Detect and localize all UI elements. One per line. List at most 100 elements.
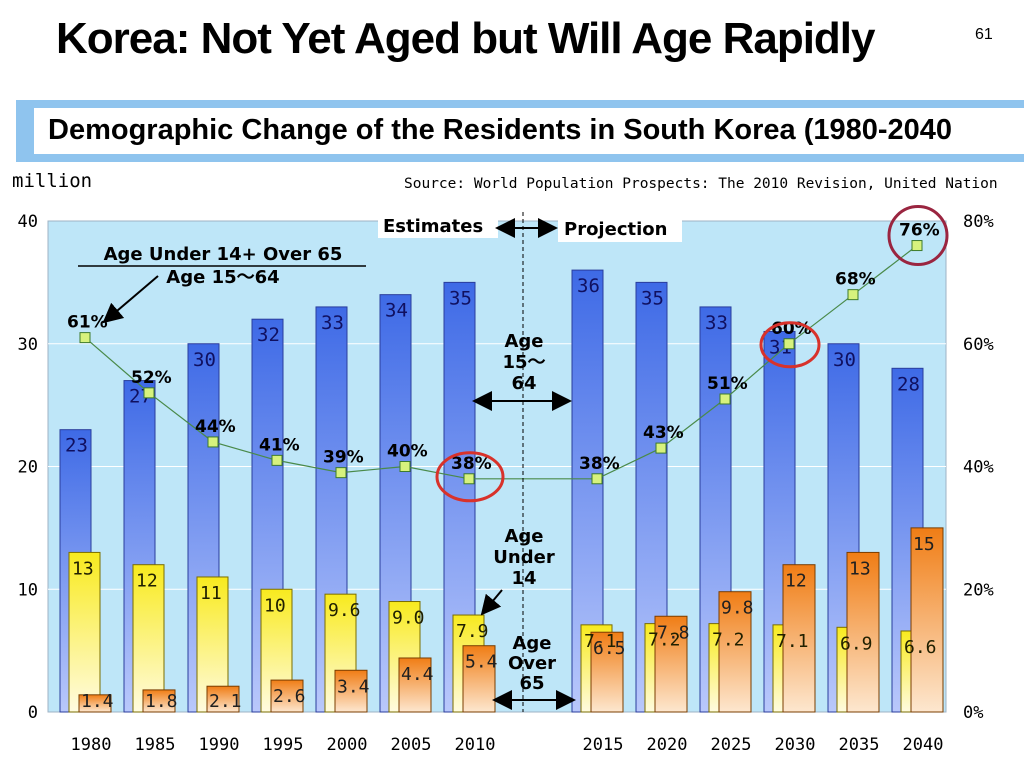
y2-tick-label: 0% bbox=[963, 703, 983, 723]
label-age-under-14: 6.9 bbox=[840, 633, 873, 654]
label-age-over-65: 1.4 bbox=[81, 691, 114, 712]
ratio-label: 61% bbox=[67, 313, 108, 333]
label-age-under-14: 7.2 bbox=[712, 630, 745, 651]
bar-age-under-14 bbox=[132, 564, 165, 713]
ratio-label: 40% bbox=[387, 442, 428, 462]
label-age-15-64: 35 bbox=[641, 287, 664, 309]
page-number: 61 bbox=[975, 26, 993, 43]
ratio-point bbox=[271, 454, 283, 466]
ratio-legend-arrow bbox=[102, 275, 159, 324]
label-age-over-65: 5.4 bbox=[465, 652, 498, 673]
y-tick-label: 20 bbox=[18, 458, 38, 478]
gap-label-age-15-64: 64 bbox=[511, 373, 536, 394]
y-tick-label: 30 bbox=[18, 335, 38, 355]
x-tick-label: 2030 bbox=[775, 735, 816, 755]
ratio-label: 76% bbox=[899, 221, 940, 241]
estimates-box bbox=[378, 212, 498, 238]
gap-label-age-over-65: Age bbox=[512, 633, 551, 654]
label-age-under-14: 6.6 bbox=[904, 637, 937, 658]
ratio-legend-denominator: Age 15～64 bbox=[166, 267, 279, 288]
ratio-point bbox=[463, 473, 475, 485]
label-age-15-64: 36 bbox=[577, 275, 600, 297]
age-under-14-arrow bbox=[480, 589, 503, 616]
bar-age-over-65 bbox=[142, 689, 176, 713]
gap-label-age-under-14: Under bbox=[493, 547, 555, 568]
label-age-under-14: 13 bbox=[72, 558, 94, 579]
label-age-under-14: 7.1 bbox=[584, 631, 617, 652]
bar-age-under-14 bbox=[68, 551, 101, 713]
label-age-over-65: 7.8 bbox=[657, 622, 690, 643]
ratio-point bbox=[719, 393, 731, 405]
x-tick-label: 2015 bbox=[583, 735, 624, 755]
label-age-15-64: 34 bbox=[385, 300, 408, 322]
ratio-label: 51% bbox=[707, 374, 748, 394]
bar-age-over-65 bbox=[270, 679, 304, 713]
ratio-point bbox=[655, 442, 667, 454]
label-age-over-65: 1.8 bbox=[145, 691, 178, 712]
x-tick-label: 2020 bbox=[647, 735, 688, 755]
ratio-point bbox=[911, 240, 923, 252]
label-age-under-14: 12 bbox=[136, 571, 158, 592]
ratio-label: 43% bbox=[643, 423, 684, 443]
ratio-label: 38% bbox=[451, 454, 492, 474]
x-tick-label: 2000 bbox=[327, 735, 368, 755]
y2-tick-label: 80% bbox=[963, 212, 994, 232]
x-tick-label: 1995 bbox=[263, 735, 304, 755]
x-tick-label: 2025 bbox=[711, 735, 752, 755]
bar-age-over-65 bbox=[910, 527, 944, 713]
x-tick-label: 1985 bbox=[135, 735, 176, 755]
gap-label-age-under-14: 14 bbox=[511, 568, 536, 589]
label-age-over-65: 2.6 bbox=[273, 686, 306, 707]
label-age-over-65: 9.8 bbox=[721, 598, 754, 619]
chart-subtitle: Demographic Change of the Residents in S… bbox=[48, 114, 953, 146]
gap-label-age-15-64: 15～ bbox=[502, 352, 545, 373]
ratio-point bbox=[335, 467, 347, 479]
x-tick-label: 1990 bbox=[199, 735, 240, 755]
highlight-circle bbox=[887, 205, 949, 267]
label-age-15-64: 30 bbox=[193, 349, 216, 371]
label-age-15-64: 32 bbox=[257, 324, 280, 346]
label-age-under-14: 11 bbox=[200, 583, 222, 604]
y2-tick-label: 40% bbox=[963, 458, 994, 478]
ratio-point bbox=[143, 387, 155, 399]
y-tick-label: 10 bbox=[18, 580, 38, 600]
gap-label-age-over-65: 65 bbox=[519, 673, 544, 694]
ratio-label: 38% bbox=[579, 454, 620, 474]
slide-title: Korea: Not Yet Aged but Will Age Rapidly bbox=[56, 14, 876, 63]
label-age-under-14: 7.9 bbox=[456, 621, 489, 642]
ratio-label: 39% bbox=[323, 448, 364, 468]
x-tick-label: 1980 bbox=[71, 735, 112, 755]
bar-age-over-65 bbox=[398, 657, 432, 713]
y2-tick-label: 60% bbox=[963, 335, 994, 355]
projection-label: Projection bbox=[564, 219, 667, 240]
subtitle-banner-inner: Demographic Change of the Residents in S… bbox=[34, 108, 1024, 154]
ratio-point bbox=[847, 289, 859, 301]
ratio-point bbox=[79, 332, 91, 344]
ratio-point bbox=[783, 338, 795, 350]
gap-label-age-over-65: Over bbox=[508, 653, 556, 674]
ratio-label: 68% bbox=[835, 270, 876, 290]
gap-label-age-under-14: Age bbox=[504, 526, 543, 547]
bar-age-over-65 bbox=[782, 564, 816, 713]
source-note: Source: World Population Prospects: The … bbox=[404, 176, 998, 192]
label-age-over-65: 4.4 bbox=[401, 664, 434, 685]
estimates-label: Estimates bbox=[383, 216, 483, 237]
subtitle-banner: Demographic Change of the Residents in S… bbox=[16, 100, 1024, 162]
highlight-circle bbox=[759, 321, 821, 369]
label-age-over-65: 12 bbox=[785, 571, 807, 592]
label-age-over-65: 6.5 bbox=[593, 638, 626, 659]
bar-age-over-65 bbox=[78, 694, 112, 713]
bar-age-over-65 bbox=[334, 669, 368, 713]
label-age-under-14: 7.1 bbox=[776, 631, 809, 652]
unit-label: million bbox=[12, 170, 93, 192]
ratio-legend-numerator: Age Under 14+ Over 65 bbox=[104, 244, 343, 265]
ratio-label: 41% bbox=[259, 435, 300, 455]
label-age-15-64: 33 bbox=[705, 312, 728, 334]
gap-label-age-15-64: Age bbox=[504, 331, 543, 352]
label-age-15-64: 28 bbox=[897, 373, 920, 395]
x-tick-label: 2005 bbox=[391, 735, 432, 755]
ratio-label: 44% bbox=[195, 417, 236, 437]
label-age-over-65: 13 bbox=[849, 558, 871, 579]
x-tick-label: 2010 bbox=[455, 735, 496, 755]
